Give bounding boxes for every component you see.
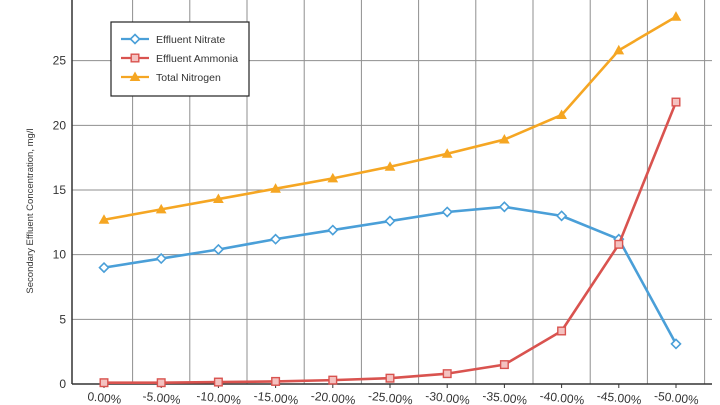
x-tick-label: -50.00% (653, 389, 699, 405)
data-point-marker (98, 261, 110, 274)
data-point-marker (271, 376, 281, 386)
y-tick-label: 20 (53, 118, 67, 132)
y-tick-label: 15 (53, 183, 67, 197)
data-point-marker (499, 360, 509, 370)
x-tick-label: -25.00% (367, 389, 413, 405)
data-point-marker (270, 183, 281, 193)
y-tick-label: 10 (53, 248, 67, 262)
data-point-marker (155, 252, 167, 265)
data-point-marker (269, 233, 282, 245)
data-point-marker (441, 206, 453, 218)
x-tick-label: -20.00% (310, 389, 356, 405)
data-point-marker (498, 201, 511, 213)
legend-item: Effluent Nitrate (121, 33, 225, 46)
data-point-marker (384, 215, 396, 227)
data-point-marker (614, 239, 624, 249)
y-tick-label: 0 (59, 377, 66, 391)
x-tick-label: 0.00% (87, 389, 123, 405)
data-point-marker (99, 378, 109, 388)
data-point-marker (556, 109, 567, 119)
data-point-marker (385, 373, 395, 383)
y-tick-label: 30 (53, 0, 67, 3)
data-point-marker (441, 148, 453, 158)
data-point-marker (129, 71, 141, 81)
data-point-marker (327, 172, 339, 183)
data-point-marker (557, 326, 567, 336)
data-point-marker (129, 33, 141, 45)
data-point-marker (98, 214, 110, 224)
y-tick-labels: 0 5 10 15 20 25 30 (53, 0, 67, 391)
data-point-marker (499, 134, 510, 144)
series-effluent-ammonia (99, 97, 681, 388)
y-tick-label: 25 (53, 54, 67, 68)
legend-label: Effluent Nitrate (156, 34, 225, 46)
data-point-marker (671, 97, 681, 107)
data-point-marker (555, 210, 568, 222)
data-point-marker (384, 161, 396, 171)
x-tick-label: -35.00% (482, 389, 528, 405)
data-point-marker (442, 369, 452, 379)
x-tick-label: -5.00% (142, 389, 182, 405)
y-tick-label: 5 (59, 312, 66, 326)
series-group (98, 11, 682, 388)
data-point-marker (212, 243, 225, 256)
legend-item: Total Nitrogen (121, 71, 221, 84)
data-point-marker (328, 375, 338, 385)
grid (72, 0, 712, 384)
x-tick-label: -30.00% (425, 389, 471, 405)
y-axis-title: Secondary Effluent Concentration, mg/l (25, 128, 36, 293)
x-tick-label: -10.00% (196, 389, 242, 405)
data-point-marker (613, 44, 625, 55)
x-tick-label: -40.00% (539, 389, 585, 405)
data-point-marker (130, 53, 140, 63)
data-point-marker (155, 203, 167, 214)
x-tick-labels: 0.00% -5.00% -10.00% -15.00% -20.00% -25.00% -… (87, 384, 700, 405)
data-point-marker (213, 193, 224, 204)
axes (71, 0, 712, 385)
x-tick-label: -45.00% (596, 389, 642, 405)
x-tick-label: -15.00% (253, 389, 299, 405)
data-point-marker (327, 224, 339, 236)
data-point-marker (213, 377, 223, 387)
legend-item: Effluent Ammonia (121, 53, 238, 65)
series-total-nitrogen (98, 11, 682, 224)
legend-label: Effluent Ammonia (156, 53, 238, 65)
series-effluent-nitrate (98, 201, 682, 350)
legend-label: Total Nitrogen (156, 72, 221, 84)
data-point-marker (670, 338, 682, 350)
data-point-marker (156, 378, 166, 388)
data-point-marker (670, 11, 682, 21)
legend: Effluent Nitrate Effluent Ammonia Total Ni… (110, 21, 250, 97)
